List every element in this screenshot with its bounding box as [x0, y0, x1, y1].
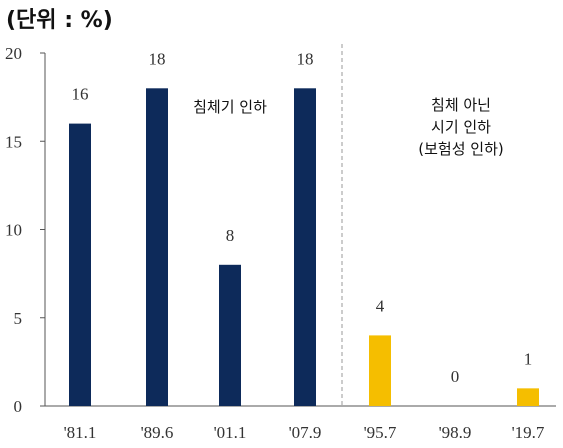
x-tick-label: '98.9 — [439, 423, 472, 442]
y-tick-label: 10 — [5, 221, 22, 240]
y-tick-label: 20 — [5, 44, 22, 63]
y-tick-label: 0 — [14, 397, 23, 416]
x-tick-label: '01.1 — [214, 423, 247, 442]
bar — [369, 335, 391, 406]
bar — [517, 388, 539, 406]
data-label: 8 — [226, 226, 235, 245]
x-tick-label: '89.6 — [141, 423, 174, 442]
data-label: 0 — [451, 367, 460, 386]
y-tick-label: 15 — [5, 132, 22, 151]
bar — [69, 123, 91, 406]
data-label: 1 — [524, 349, 533, 368]
bar — [146, 88, 168, 407]
unit-label: (단위 : %) — [6, 8, 113, 33]
data-label: 4 — [376, 296, 385, 315]
x-tick-label: '19.7 — [512, 423, 545, 442]
annotation: 침체기 인하 — [193, 98, 267, 116]
x-tick-label: '07.9 — [289, 423, 322, 442]
annotation: 침체 아닌 시기 인하 (보험성 인하) — [418, 96, 503, 158]
data-label: 18 — [149, 49, 166, 68]
bar — [219, 264, 241, 406]
data-label: 18 — [297, 49, 314, 68]
x-tick-label: '95.7 — [364, 423, 397, 442]
x-tick-label: '81.1 — [64, 423, 97, 442]
y-tick-label: 5 — [14, 309, 23, 328]
data-label: 16 — [72, 85, 89, 104]
bar — [294, 88, 316, 407]
